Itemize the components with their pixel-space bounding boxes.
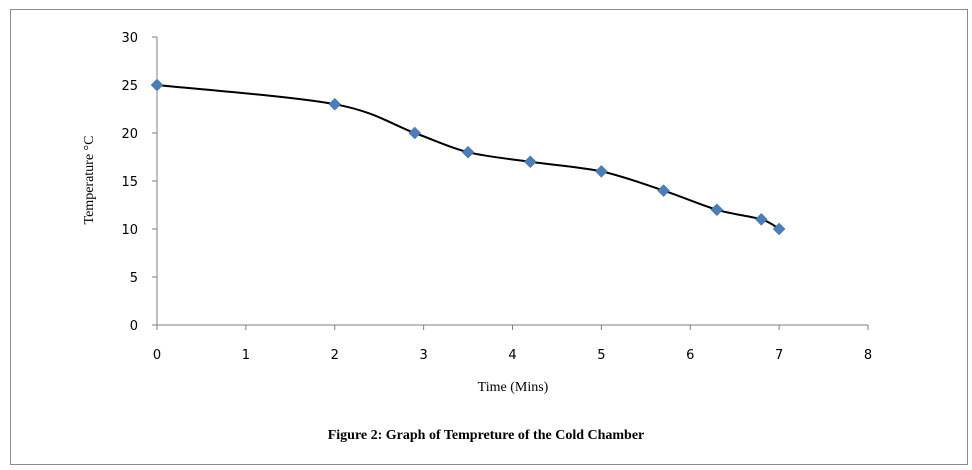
data-point (150, 78, 164, 92)
y-axis-title: Temperature °C (82, 136, 97, 225)
data-point (595, 165, 608, 178)
y-tick-label: 0 (130, 319, 138, 334)
x-tick-label: 5 (597, 348, 605, 363)
data-point (328, 97, 342, 111)
x-tick-label: 1 (242, 348, 250, 363)
x-tick-label: 2 (331, 348, 339, 363)
x-tick-label: 7 (775, 348, 783, 363)
figure-caption: Figure 2: Graph of Tempreture of the Col… (327, 428, 645, 443)
data-point (408, 126, 422, 140)
x-axis-title: Time (Mins) (478, 380, 549, 395)
y-tick-label: 10 (121, 223, 138, 238)
data-point (772, 222, 786, 236)
x-tick-label: 4 (508, 348, 516, 363)
data-point (523, 155, 537, 169)
x-tick-label: 8 (864, 348, 872, 363)
figure-frame (10, 9, 968, 465)
x-tick-label: 6 (686, 348, 694, 363)
y-tick-label: 25 (121, 79, 138, 94)
data-point (657, 184, 670, 197)
y-tick-label: 5 (130, 271, 138, 286)
y-tick-label: 30 (121, 31, 138, 46)
x-tick-label: 0 (153, 348, 161, 363)
data-point (461, 145, 475, 159)
y-tick-label: 20 (121, 127, 138, 142)
x-tick-label: 3 (419, 348, 427, 363)
y-tick-label: 15 (121, 175, 138, 190)
data-point (754, 213, 768, 226)
data-point (710, 203, 724, 217)
